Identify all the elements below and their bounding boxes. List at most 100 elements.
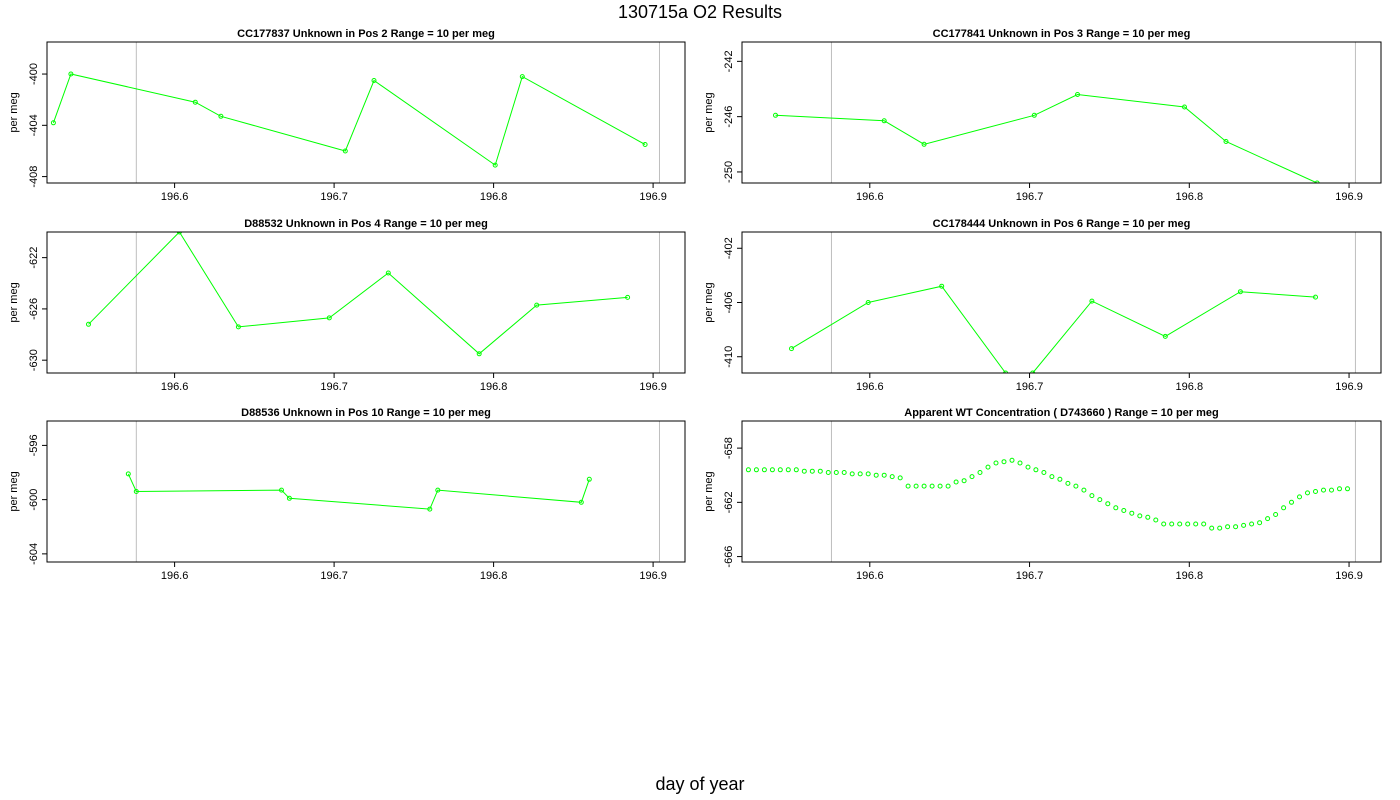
data-point	[905, 483, 911, 489]
data-point	[945, 483, 951, 489]
data-point	[841, 470, 847, 475]
data-point	[1313, 489, 1318, 494]
series-line	[791, 285, 1316, 373]
data-point	[913, 483, 919, 489]
panel-1: CC177837 Unknown in Pos 2 Range = 10 per…	[8, 28, 686, 203]
data-point	[476, 351, 482, 357]
data-point	[1182, 104, 1187, 110]
data-point	[809, 468, 815, 474]
data-point	[785, 467, 791, 473]
data-point	[1017, 460, 1023, 466]
data-point	[326, 315, 332, 321]
data-point	[192, 99, 198, 105]
data-point	[1073, 483, 1079, 489]
data-point	[371, 78, 377, 83]
data-point	[1081, 487, 1087, 493]
y-tick-label: -662	[723, 491, 735, 513]
data-point	[745, 467, 751, 473]
data-point	[1201, 521, 1207, 527]
data-point	[1105, 501, 1111, 507]
data-point	[969, 474, 975, 480]
data-point	[773, 112, 778, 118]
y-tick-label: -658	[723, 437, 735, 459]
data-point	[125, 471, 131, 477]
series-group	[86, 232, 631, 357]
data-point	[1237, 289, 1243, 295]
y-tick-label: -666	[723, 546, 735, 568]
data-point	[86, 321, 91, 327]
plot-frame	[741, 41, 1382, 184]
data-point	[492, 162, 498, 168]
x-tick-label: 196.7	[1016, 570, 1044, 582]
data-point	[1329, 487, 1334, 493]
plot-frame	[46, 231, 686, 374]
data-point	[1031, 112, 1037, 118]
x-tick-label: 196.7	[1016, 381, 1044, 393]
data-point	[1089, 493, 1095, 499]
data-point	[1337, 486, 1342, 492]
data-point	[761, 467, 767, 473]
data-point	[1129, 510, 1135, 516]
data-point	[865, 471, 871, 477]
data-point	[176, 232, 182, 235]
data-point	[825, 470, 831, 475]
data-point	[1025, 464, 1031, 470]
x-tick-label: 196.6	[161, 570, 189, 582]
data-point	[889, 474, 895, 480]
y-tick-label: -604	[28, 543, 40, 565]
y-axis-label: per meg	[8, 282, 20, 322]
data-point	[921, 141, 927, 147]
y-axis-label: per meg	[8, 471, 20, 511]
plot-frame	[741, 420, 1382, 563]
data-point	[586, 476, 592, 482]
data-point	[1001, 459, 1007, 465]
data-point	[342, 148, 348, 154]
page-x-axis-label: day of year	[655, 774, 745, 794]
data-point	[1321, 487, 1326, 493]
data-point	[1121, 508, 1127, 513]
data-point	[1030, 370, 1036, 373]
data-point	[1233, 524, 1239, 530]
series-group	[773, 92, 1320, 183]
data-point	[937, 483, 943, 489]
data-point	[519, 74, 525, 80]
series-group	[125, 471, 592, 512]
x-tick-label: 196.6	[856, 381, 884, 393]
x-tick-label: 196.6	[856, 570, 884, 582]
data-point	[1177, 521, 1183, 527]
data-point	[921, 483, 927, 489]
series-group	[50, 71, 648, 168]
data-point	[1249, 521, 1255, 527]
page-title: 130715a O2 Results	[617, 2, 783, 22]
y-tick-label: -406	[723, 291, 735, 313]
data-point	[1241, 522, 1247, 528]
data-point	[1193, 521, 1199, 527]
data-point	[801, 468, 807, 474]
data-point	[1223, 139, 1229, 144]
data-point	[977, 470, 983, 475]
data-point	[1257, 520, 1263, 526]
data-point	[1057, 476, 1063, 482]
data-point	[985, 464, 991, 470]
x-tick-label: 196.8	[1176, 191, 1204, 203]
x-tick-label: 196.7	[1016, 191, 1044, 203]
data-point	[1065, 480, 1071, 486]
data-point	[849, 471, 855, 477]
x-tick-label: 196.8	[480, 191, 508, 203]
data-point	[385, 270, 391, 276]
y-tick-label: -402	[723, 237, 735, 259]
panel-title: CC177837 Unknown in Pos 2 Range = 10 per…	[237, 28, 495, 40]
data-point	[1145, 514, 1151, 520]
data-point	[881, 472, 887, 478]
y-tick-label: -400	[28, 63, 40, 85]
data-point	[427, 506, 433, 512]
panel-title: CC177841 Unknown in Pos 3 Range = 10 per…	[933, 28, 1191, 40]
x-tick-label: 196.7	[320, 381, 348, 393]
data-point	[817, 468, 823, 474]
data-point	[753, 467, 759, 473]
data-point	[1314, 180, 1320, 183]
data-point	[789, 346, 794, 352]
panel-5: D88536 Unknown in Pos 10 Range = 10 per …	[8, 407, 686, 582]
data-point	[642, 142, 648, 147]
